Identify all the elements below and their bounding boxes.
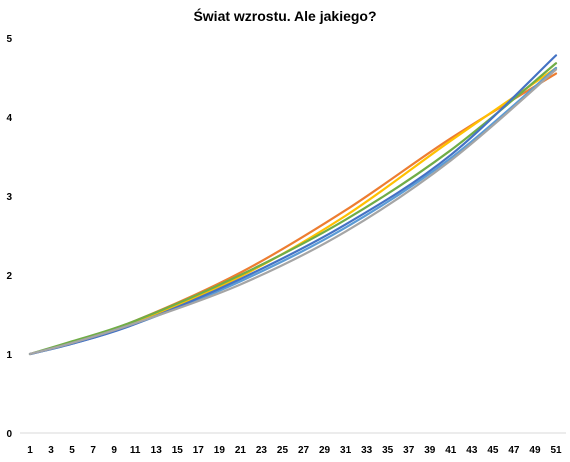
x-tick-label: 11 — [130, 445, 141, 456]
x-tick-label: 5 — [69, 445, 75, 456]
series-line-1 — [28, 72, 558, 356]
y-tick-label: 1 — [6, 350, 12, 361]
y-tick-label: 3 — [6, 192, 12, 203]
x-tick-label: 49 — [529, 445, 541, 456]
x-tick-label: 37 — [403, 445, 415, 456]
series-line-3 — [28, 62, 558, 356]
y-tick-label: 4 — [6, 113, 12, 124]
x-tick-label: 43 — [466, 445, 478, 456]
chart-title: Świat wzrostu. Ale jakiego? — [193, 8, 377, 24]
series-line-4 — [28, 66, 558, 356]
x-tick-label: 15 — [172, 445, 184, 456]
series-line-2 — [28, 66, 558, 356]
x-tick-label: 45 — [487, 445, 499, 456]
x-axis-labels: 1 3 5 7 9 11 13 15 17 19 21 23 25 27 29 31 33 35 37 39 41 43 4… — [27, 445, 562, 456]
series-line-6 — [28, 68, 558, 356]
x-tick-label: 47 — [508, 445, 520, 456]
x-tick-label: 7 — [90, 445, 96, 456]
y-tick-label: 0 — [6, 429, 12, 440]
x-tick-label: 3 — [48, 445, 54, 456]
x-tick-label: 39 — [424, 445, 436, 456]
series-line-5 — [28, 54, 558, 356]
series-group — [28, 54, 558, 356]
x-tick-label: 13 — [151, 445, 163, 456]
x-tick-label: 23 — [256, 445, 268, 456]
x-tick-label: 33 — [361, 445, 373, 456]
x-tick-label: 35 — [382, 445, 394, 456]
x-tick-label: 19 — [214, 445, 226, 456]
x-tick-label: 29 — [319, 445, 331, 456]
y-tick-label: 5 — [6, 34, 12, 45]
y-tick-label: 2 — [6, 271, 12, 282]
x-tick-label: 51 — [550, 445, 562, 456]
x-tick-label: 9 — [111, 445, 117, 456]
x-tick-label: 21 — [235, 445, 247, 456]
x-tick-label: 41 — [445, 445, 457, 456]
x-tick-label: 31 — [340, 445, 352, 456]
x-tick-label: 1 — [27, 445, 33, 456]
x-tick-label: 25 — [277, 445, 289, 456]
y-axis-labels: 0 1 2 3 4 5 — [6, 34, 12, 440]
x-tick-label: 27 — [298, 445, 310, 456]
x-tick-label: 17 — [193, 445, 205, 456]
